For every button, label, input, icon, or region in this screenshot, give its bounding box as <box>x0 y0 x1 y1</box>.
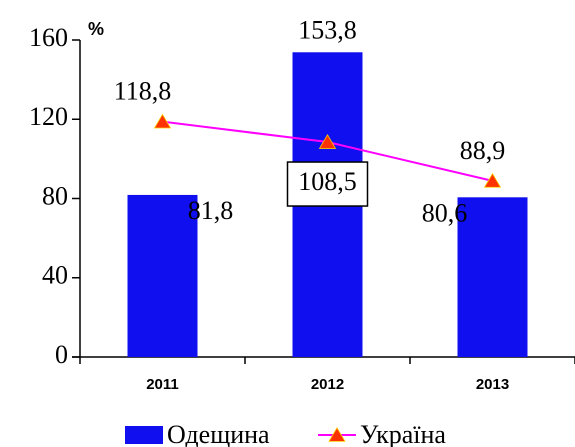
bar <box>127 194 198 357</box>
y-tick-label: 80 <box>42 181 68 210</box>
legend-swatch <box>125 426 163 444</box>
unit-label: % <box>88 19 104 39</box>
y-tick-label: 40 <box>42 261 68 290</box>
x-tick-label: 2011 <box>146 376 179 393</box>
data-label: 153,8 <box>298 15 357 44</box>
x-tick-label: 2013 <box>476 376 509 393</box>
bar <box>457 197 528 357</box>
marker <box>153 113 172 129</box>
marker <box>483 172 502 188</box>
data-label: 108,5 <box>298 167 357 196</box>
y-tick-label: 120 <box>29 102 68 131</box>
data-label: 80,6 <box>422 198 468 227</box>
data-label: 118,8 <box>114 77 172 106</box>
legend-label: Україна <box>360 420 446 447</box>
legend-marker <box>328 427 346 442</box>
legend-label: Одещина <box>167 420 270 447</box>
x-tick-label: 2012 <box>311 376 344 393</box>
marker <box>318 134 337 149</box>
data-label: 81,8 <box>188 196 234 225</box>
y-tick-label: 0 <box>55 340 68 369</box>
data-label: 88,9 <box>460 136 506 165</box>
label-box <box>286 161 369 207</box>
y-tick-label: 160 <box>29 23 68 52</box>
